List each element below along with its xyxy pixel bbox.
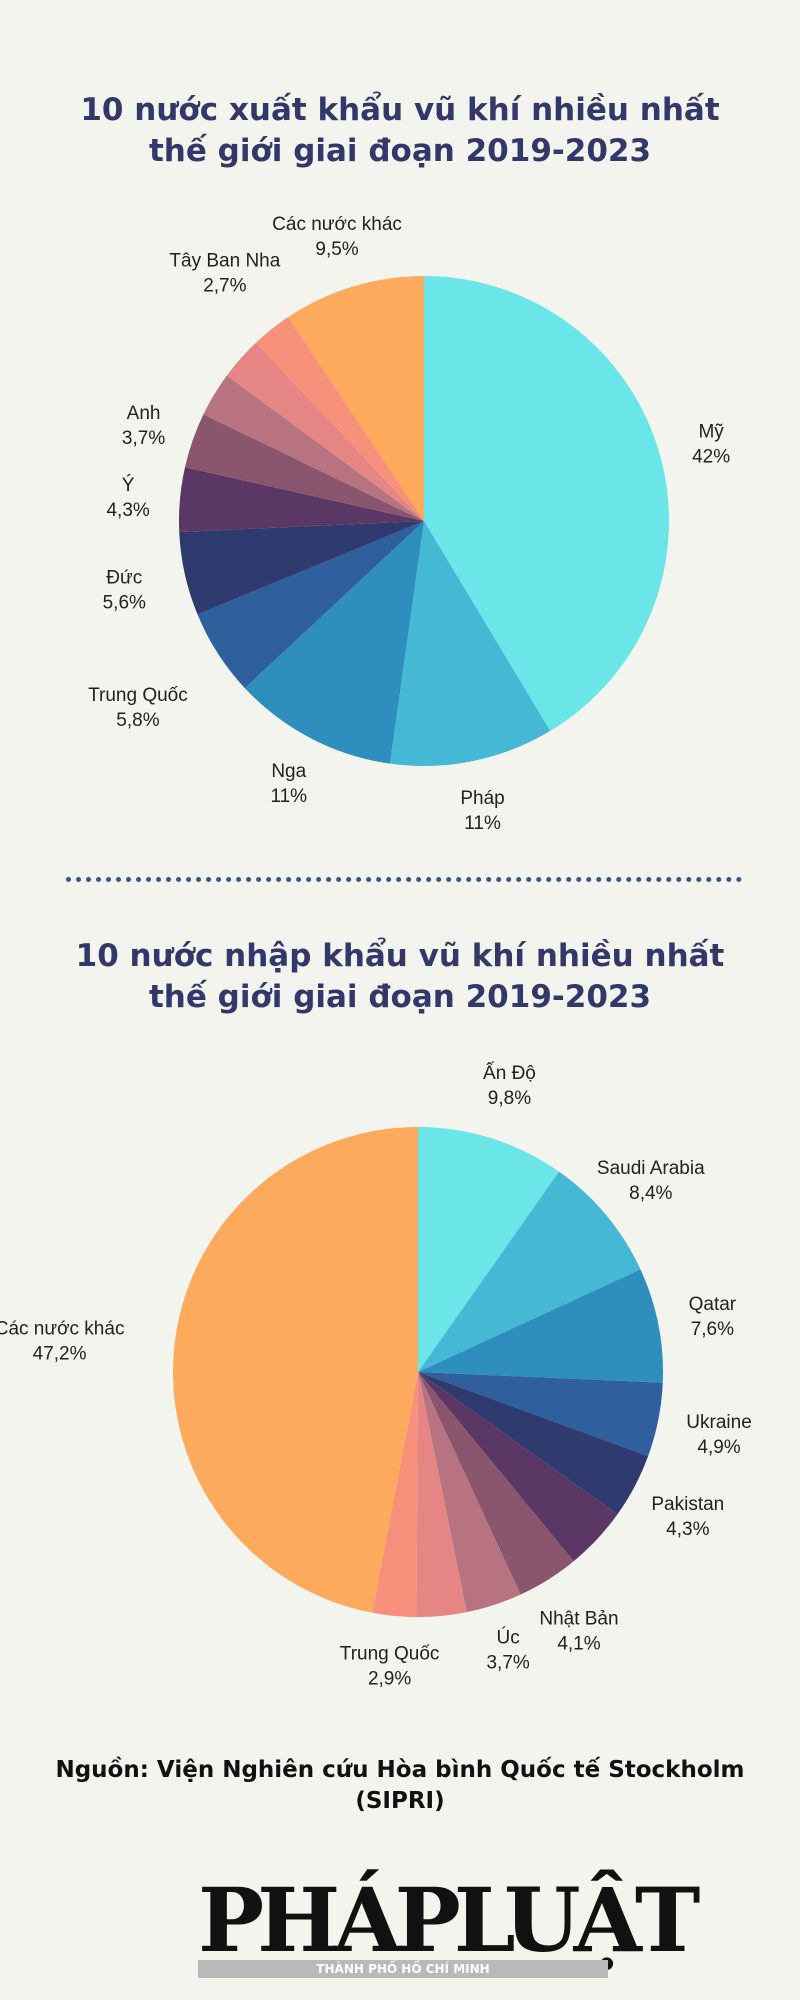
label-saudi-arabia: Saudi Arabia 8,4% <box>597 1158 705 1204</box>
label-name: Ý <box>122 475 135 496</box>
label-duc: Đức 5,6% <box>103 567 146 613</box>
slice-nhat-ban <box>418 1372 574 1595</box>
label-name: Anh <box>127 403 161 424</box>
label-name: Pakistan <box>651 1494 724 1515</box>
slice-y <box>179 467 424 532</box>
label-value: 5,6% <box>103 592 146 613</box>
slice-trung-quoc <box>197 521 424 689</box>
label-trung-quoc: Trung Quốc 2,9% <box>340 1644 440 1690</box>
label-cac-nuoc-khac: Các nước khác 47,2% <box>0 1318 124 1364</box>
label-value: 11% <box>270 786 307 807</box>
slice-anh <box>184 414 424 521</box>
label-uc: Úc 3,7% <box>486 1627 529 1674</box>
label-value: 2,9% <box>368 1669 411 1690</box>
label-value: 2,7% <box>203 276 246 297</box>
slice-unlabeled-7 <box>203 375 424 521</box>
slice-cac-nuoc-khac <box>288 276 424 521</box>
logo-tagline: THÀNH PHỐ HỒ CHÍ MINH <box>198 1960 608 1978</box>
label-name: Ấn Độ <box>483 1062 536 1084</box>
label-value: 4,9% <box>697 1437 740 1458</box>
label-my: Mỹ 42% <box>692 421 730 467</box>
slice-my <box>424 276 669 731</box>
label-value: 5,8% <box>116 710 159 731</box>
source-line-2: (SIPRI) <box>355 1788 445 1814</box>
slice-phap <box>389 521 551 766</box>
source-note: Nguồn: Viện Nghiên cứu Hòa bình Quốc tế … <box>0 1755 800 1817</box>
label-name: Đức <box>106 567 142 588</box>
slice-cac-nuoc-khac <box>173 1127 418 1613</box>
label-trung-quoc: Trung Quốc 5,8% <box>88 685 188 731</box>
slice-an-do <box>418 1127 560 1372</box>
label-value: 47,2% <box>33 1343 87 1364</box>
slice-unlabeled-8 <box>416 1372 467 1617</box>
label-y: Ý 4,3% <box>106 475 149 521</box>
label-value: 3,7% <box>486 1653 529 1674</box>
exporters-title-line-2: thế giới giai đoạn 2019-2023 <box>148 133 652 169</box>
slice-unlabeled-8 <box>226 342 424 521</box>
section-divider <box>66 877 742 882</box>
label-value: 4,3% <box>106 500 149 521</box>
importers-title-line-1: 10 nước nhập khẩu vũ khí nhiều nhất <box>75 938 725 974</box>
slice-duc <box>179 521 424 615</box>
label-value: 3,7% <box>122 428 165 449</box>
label-name: Các nước khác <box>0 1318 124 1339</box>
label-value: 42% <box>692 446 730 467</box>
label-name: Qatar <box>689 1294 737 1315</box>
label-name: Trung Quốc <box>88 685 188 706</box>
source-line-1: Nguồn: Viện Nghiên cứu Hòa bình Quốc tế … <box>55 1757 745 1783</box>
importers-pie-chart: Ấn Độ 9,8% Saudi Arabia 8,4% Qatar 7,6% Ukrain… <box>0 1062 752 1690</box>
label-an-do: Ấn Độ 9,8% <box>483 1062 536 1109</box>
label-value: 7,6% <box>691 1319 734 1340</box>
publisher-logo: PHÁPLUẬT THÀNH PHỐ HỒ CHÍ MINH <box>198 1868 700 1982</box>
label-nhat-ban: Nhật Bản 4,1% <box>539 1609 618 1655</box>
label-nga: Nga 11% <box>270 761 307 807</box>
label-name: Các nước khác <box>272 214 402 235</box>
label-value: 9,5% <box>315 239 358 260</box>
slice-ukraine <box>418 1372 663 1457</box>
exporters-pie-chart: Mỹ 42% Pháp 11% Nga 11% Trung Quốc 5,8% Đức 5,6% Ý… <box>88 214 730 834</box>
label-value: 11% <box>464 813 501 834</box>
label-value: 4,3% <box>666 1519 709 1540</box>
label-name: Mỹ <box>698 421 724 442</box>
label-qatar: Qatar 7,6% <box>689 1294 737 1340</box>
label-ukraine: Ukraine 4,9% <box>686 1412 751 1458</box>
label-name: Úc <box>497 1627 520 1649</box>
label-name: Nga <box>271 761 306 782</box>
importers-title-line-2: thế giới giai đoạn 2019-2023 <box>148 979 652 1015</box>
slice-trung-quoc <box>372 1372 418 1617</box>
importers-chart-title: 10 nước nhập khẩu vũ khí nhiều nhất thế … <box>0 936 800 1018</box>
slice-pakistan <box>418 1372 649 1515</box>
label-phap: Pháp 11% <box>460 788 504 834</box>
logo-wordmark: PHÁPLUẬT <box>198 1868 700 1972</box>
label-cac-nuoc-khac: Các nước khác 9,5% <box>272 214 402 260</box>
label-name: Trung Quốc <box>340 1644 440 1665</box>
label-anh: Anh 3,7% <box>122 403 165 449</box>
label-name: Pháp <box>460 788 504 809</box>
label-value: 4,1% <box>557 1634 600 1655</box>
exporters-title-line-1: 10 nước xuất khẩu vũ khí nhiều nhất <box>80 92 720 128</box>
slice-uc <box>418 1372 521 1613</box>
exporters-chart-title: 10 nước xuất khẩu vũ khí nhiều nhất thế … <box>0 90 800 172</box>
label-name: Nhật Bản <box>539 1609 618 1630</box>
slice-qatar <box>418 1269 663 1383</box>
slice-nga <box>244 521 424 764</box>
label-name: Ukraine <box>686 1412 751 1433</box>
label-tay-ban-nha: Tây Ban Nha 2,7% <box>169 251 280 297</box>
slice-unlabeled-5 <box>418 1372 618 1562</box>
slice-saudi-arabia <box>418 1171 641 1372</box>
label-value: 8,4% <box>629 1183 672 1204</box>
label-value: 9,8% <box>488 1088 531 1109</box>
label-pakistan: Pakistan 4,3% <box>651 1494 724 1540</box>
slice-tay-ban-nha <box>256 317 424 521</box>
label-name: Tây Ban Nha <box>169 251 280 272</box>
label-name: Saudi Arabia <box>597 1158 705 1179</box>
